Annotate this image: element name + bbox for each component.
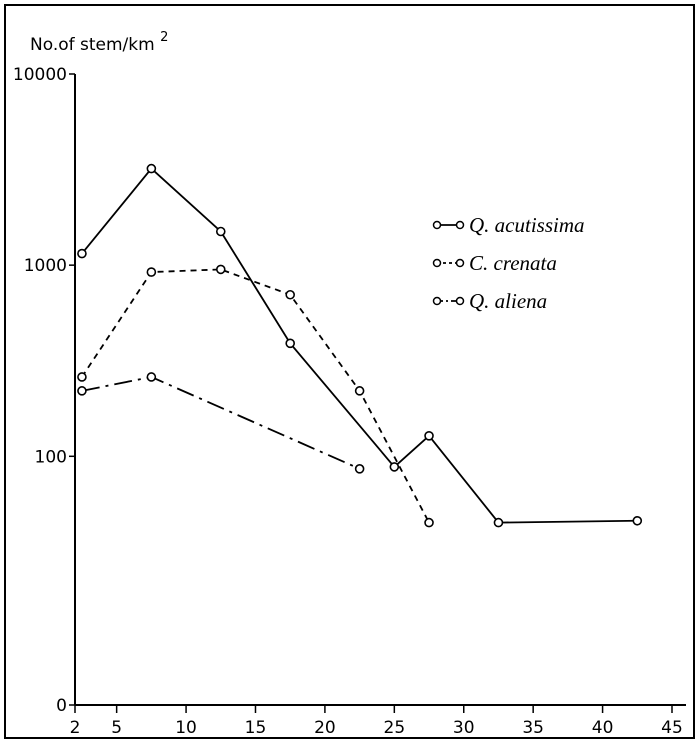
y-tick-label: 10000: [13, 65, 67, 85]
data-point: [146, 163, 157, 174]
data-point: [146, 372, 157, 382]
data-point: [285, 289, 295, 300]
legend-marker: [455, 296, 465, 306]
data-point: [146, 267, 157, 277]
y-axis-label-main: No.of stem/km: [30, 35, 155, 55]
legend-label-1: C. crenata: [469, 251, 557, 275]
data-point: [389, 462, 400, 472]
legend-label-2: Q. aliena: [469, 289, 547, 313]
series-line-2: [81, 376, 360, 470]
series-line-1: [81, 268, 430, 524]
chart-frame: [4, 4, 695, 739]
y-tick-label: 100: [35, 447, 67, 467]
data-point: [632, 515, 643, 526]
x-tick-label: 5: [111, 718, 122, 738]
axes: [74, 74, 686, 706]
data-point: [424, 517, 434, 528]
x-tick-label: 45: [661, 718, 683, 738]
legend-marker: [455, 258, 465, 268]
legend-marker: [432, 220, 442, 230]
data-point: [493, 517, 504, 528]
x-tick-label: 40: [592, 718, 614, 738]
data-point: [77, 248, 87, 259]
x-tick-label: 15: [245, 718, 267, 738]
y-tick-label: 1000: [24, 256, 67, 276]
data-point: [285, 338, 295, 349]
data-point: [77, 372, 87, 382]
data-point: [354, 464, 365, 474]
x-tick-label: 30: [453, 718, 475, 738]
series-layer: [77, 163, 643, 528]
data-point: [424, 431, 434, 441]
y-tick-label: 0: [56, 696, 67, 716]
x-tick-label: 20: [314, 718, 336, 738]
x-tick-label: 10: [175, 718, 197, 738]
data-point: [215, 264, 226, 275]
legend-marker: [432, 258, 442, 268]
x-tick-label: 35: [522, 718, 544, 738]
legend: Q. acutissima C. crenata Q. aliena: [432, 213, 585, 313]
legend-marker: [455, 220, 465, 230]
legend-label-0: Q. acutissima: [469, 213, 585, 237]
data-point: [354, 386, 365, 396]
data-point: [215, 226, 226, 237]
data-point: [77, 386, 87, 396]
y-axis-label-superscript: 2: [160, 30, 168, 45]
y-axis-label: No.of stem/km 2: [30, 30, 168, 55]
x-tick-label: 25: [384, 718, 406, 738]
x-tick-label: 2: [70, 718, 81, 738]
legend-marker: [432, 296, 442, 306]
series-line-0: [81, 167, 638, 524]
